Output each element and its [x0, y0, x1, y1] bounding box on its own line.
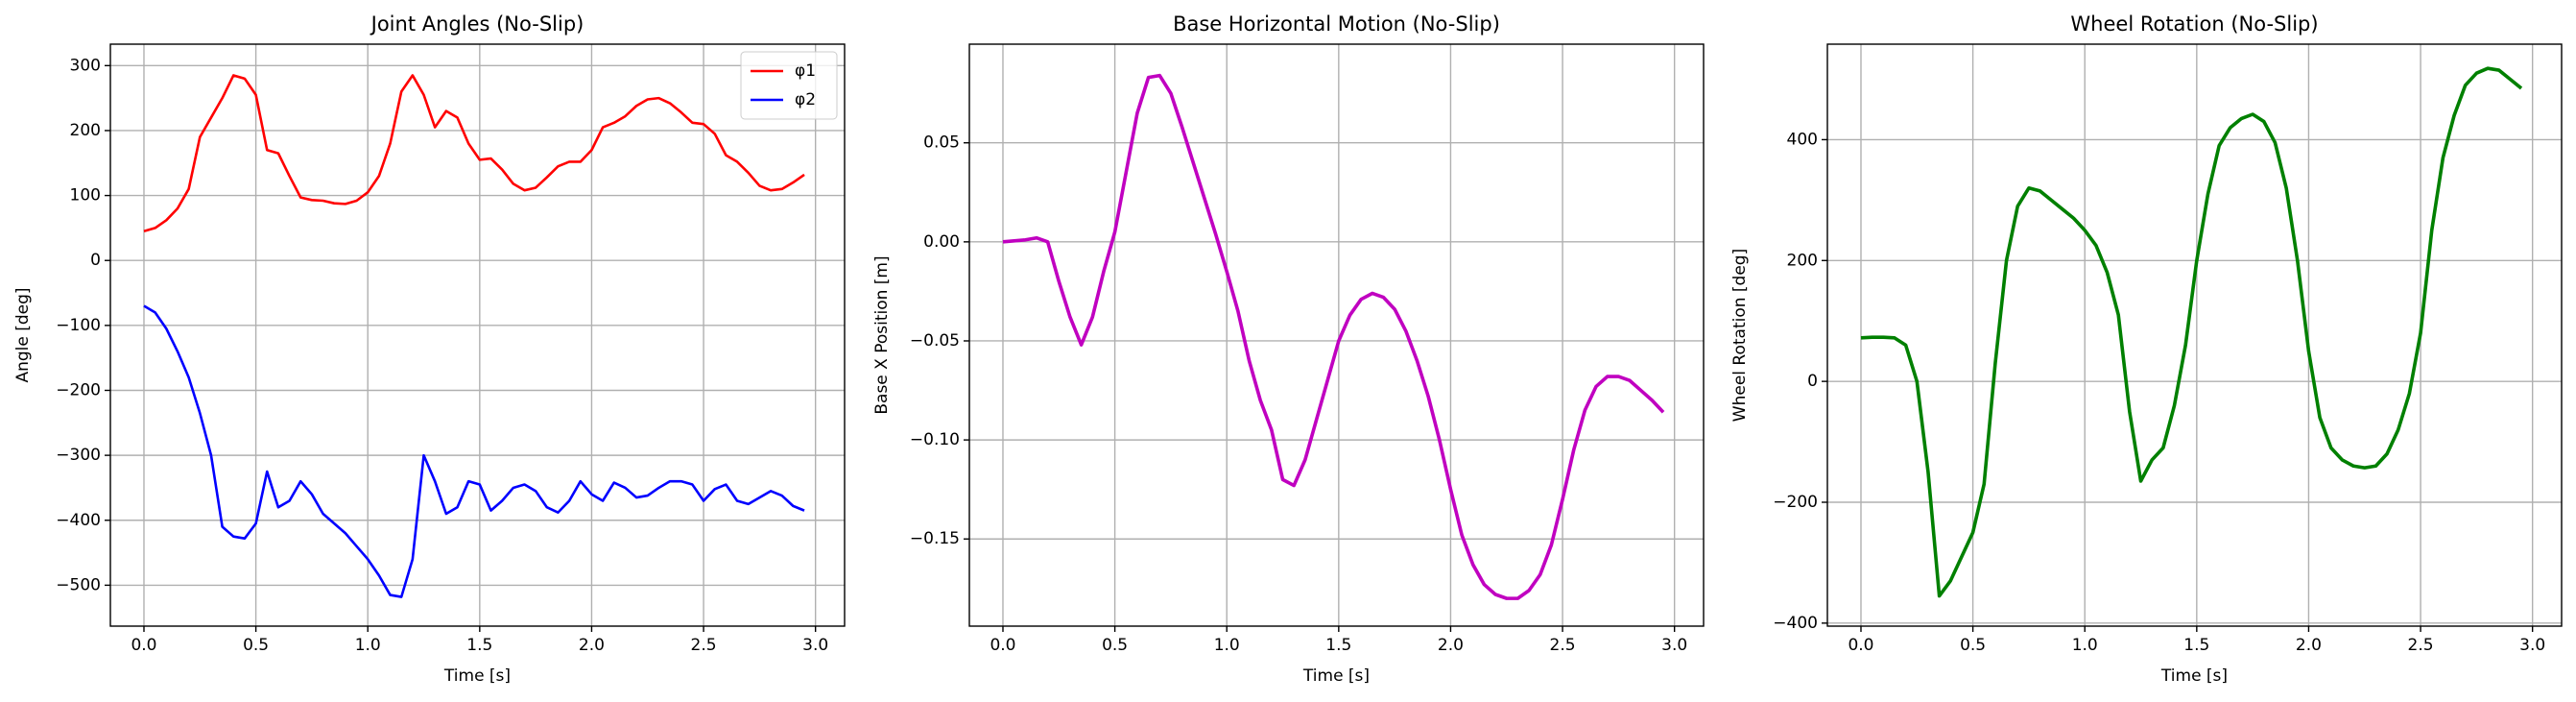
x-tick-label: 1.0: [2072, 636, 2098, 655]
chart: Joint Angles (No-Slip) Time [s] Angle [deg…: [13, 12, 846, 686]
legend-label: φ1: [795, 61, 816, 81]
x-tick-label: 1.5: [2183, 636, 2209, 655]
y-tick-label: −200: [56, 380, 101, 399]
data-line: [1860, 66, 2523, 598]
chart: Base Horizontal Motion (No-Slip) Time [s]…: [872, 12, 1705, 686]
y-tick-label: −300: [56, 446, 101, 465]
x-axis-label: Time [s]: [443, 666, 511, 686]
y-tick-label: −0.10: [910, 430, 960, 449]
x-tick-label: 2.5: [1550, 636, 1576, 655]
chart-title: Joint Angles (No-Slip): [370, 12, 584, 36]
x-tick-label: 2.0: [1438, 636, 1464, 655]
legend-label: φ2: [795, 90, 816, 109]
y-tick-label: −400: [56, 511, 101, 530]
x-tick-label: 1.0: [355, 636, 381, 655]
x-tick-label: 3.0: [1661, 636, 1687, 655]
x-tick-label: 0.5: [1102, 636, 1128, 655]
x-tick-label: 2.5: [691, 636, 717, 655]
data-line: [1002, 73, 1665, 600]
x-tick-label: 3.0: [2519, 636, 2545, 655]
chart-title: Wheel Rotation (No-Slip): [2070, 12, 2318, 36]
legend-box: [740, 51, 838, 120]
x-tick-label: 1.5: [466, 636, 492, 655]
y-tick-label: −200: [1773, 493, 1818, 512]
y-tick-label: −500: [56, 575, 101, 594]
y-tick-label: −100: [56, 316, 101, 335]
y-tick-label: 0: [90, 251, 101, 270]
chart: Wheel Rotation (No-Slip) Time [s] Wheel Ro…: [1730, 12, 2563, 686]
y-tick-label: 0.00: [923, 232, 960, 252]
y-tick-label: 300: [70, 56, 101, 75]
chart-title: Base Horizontal Motion (No-Slip): [1173, 12, 1500, 36]
plot-frame: [109, 43, 846, 627]
y-tick-label: 200: [70, 121, 101, 140]
x-tick-label: 2.5: [2408, 636, 2434, 655]
y-tick-label: 200: [1787, 251, 1818, 270]
x-tick-label: 1.0: [1214, 636, 1240, 655]
y-tick-label: 0.05: [923, 133, 960, 153]
plot-frame: [1826, 43, 2563, 627]
x-tick-label: 3.0: [802, 636, 828, 655]
x-axis-label: Time [s]: [2160, 666, 2228, 686]
y-axis-label: Base X Position [m]: [872, 255, 892, 414]
x-tick-label: 0.0: [131, 636, 156, 655]
y-tick-label: 100: [70, 186, 101, 206]
x-tick-label: 2.0: [2296, 636, 2322, 655]
y-tick-label: 400: [1787, 130, 1818, 149]
y-tick-label: −0.15: [910, 529, 960, 548]
x-axis-label: Time [s]: [1302, 666, 1370, 686]
y-tick-label: 0: [1807, 372, 1818, 391]
data-line: [143, 74, 805, 233]
x-tick-label: 0.5: [1960, 636, 1986, 655]
x-tick-label: 2.0: [579, 636, 605, 655]
plot-frame: [968, 43, 1705, 627]
y-tick-label: −400: [1773, 614, 1818, 633]
y-axis-label: Angle [deg]: [13, 287, 33, 382]
x-tick-label: 0.0: [990, 636, 1015, 655]
x-tick-label: 0.0: [1848, 636, 1873, 655]
x-tick-label: 0.5: [243, 636, 269, 655]
data-line: [143, 304, 805, 598]
x-tick-label: 1.5: [1325, 636, 1351, 655]
y-axis-label: Wheel Rotation [deg]: [1730, 249, 1750, 422]
y-tick-label: −0.05: [910, 331, 960, 351]
